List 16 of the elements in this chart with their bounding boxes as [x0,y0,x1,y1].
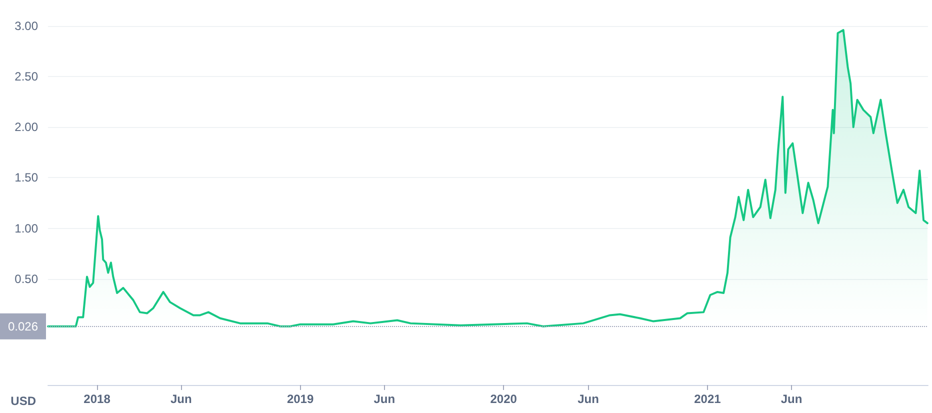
y-tick-label: 1.50 [14,170,38,185]
x-tick-label: Jun [578,392,599,406]
x-tick-label: 2021 [694,392,722,406]
y-tick-label: 2.50 [14,70,38,84]
y-tick-label: 0.50 [14,272,38,286]
x-tick-label: Jun [170,392,192,406]
y-tick-label: 2.00 [14,120,38,134]
ref-line-label: 0.026 [8,319,38,334]
x-tick-label: 2018 [84,392,111,406]
y-tick-label: 1.00 [14,221,38,236]
x-tick-label: Jun [780,392,802,406]
x-tick-label: 2020 [490,392,518,406]
y-tick-label: 3.00 [14,19,38,33]
x-tick-label: Jun [374,392,396,406]
x-tick-label: 2019 [286,392,314,406]
y-axis-title: USD [10,394,36,408]
